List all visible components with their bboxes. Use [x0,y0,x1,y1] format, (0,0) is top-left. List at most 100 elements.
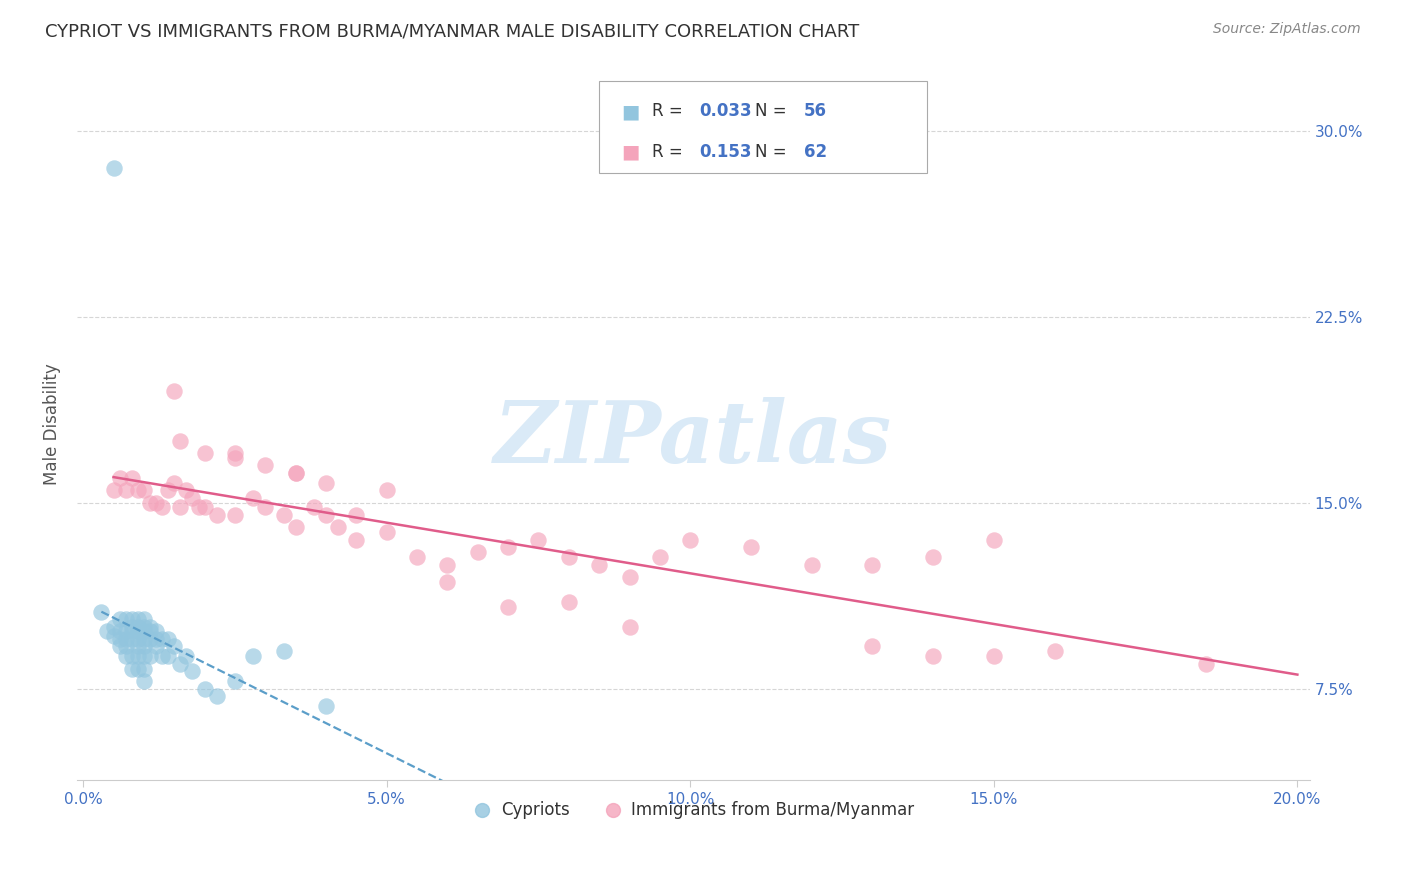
Point [273,644,295,658]
Point [103,483,125,497]
Point [344,508,367,522]
Point [860,558,883,572]
Point [114,624,136,639]
Point [139,624,162,639]
Point [132,662,155,676]
Point [145,632,167,646]
Point [273,508,295,522]
Point [983,649,1005,664]
Point [194,500,217,515]
Point [1195,657,1218,671]
Text: 56: 56 [804,103,827,120]
Point [588,558,610,572]
Point [740,540,762,554]
Point [224,446,246,460]
Point [121,612,143,626]
Point [242,649,264,664]
Point [558,595,581,609]
Text: R =: R = [652,143,689,161]
Point [121,471,143,485]
Point [254,458,277,473]
Point [132,612,155,626]
Point [205,689,228,703]
Point [139,632,162,646]
Point [108,632,131,646]
Point [679,533,702,547]
Point [181,491,204,505]
Point [315,508,337,522]
Point [127,640,149,654]
Point [114,649,136,664]
Point [860,640,883,654]
Point [527,533,550,547]
Point [127,624,149,639]
Point [127,649,149,664]
Point [132,624,155,639]
Point [103,619,125,633]
Point [121,632,143,646]
Point [157,632,180,646]
Point [169,434,191,448]
Point [145,495,167,509]
Point [145,624,167,639]
Point [983,533,1005,547]
Point [315,475,337,490]
Text: 0.033: 0.033 [699,103,751,120]
Point [194,681,217,696]
Point [302,500,325,515]
Point [132,483,155,497]
Point [108,612,131,626]
Point [328,520,350,534]
Point [114,612,136,626]
Point [163,640,186,654]
Point [648,550,671,565]
Point [108,640,131,654]
Point [127,632,149,646]
Text: 0.153: 0.153 [699,143,751,161]
Point [90,605,112,619]
Point [114,483,136,497]
Point [496,599,519,614]
Point [436,574,458,589]
Y-axis label: Male Disability: Male Disability [44,364,60,485]
Point [127,483,149,497]
Point [157,483,180,497]
Point [922,649,945,664]
Point [139,649,162,664]
Point [139,495,162,509]
Text: Source: ZipAtlas.com: Source: ZipAtlas.com [1213,22,1361,37]
Text: 62: 62 [804,143,827,161]
Point [406,550,429,565]
Point [194,446,217,460]
Point [150,500,173,515]
Point [254,500,277,515]
Point [922,550,945,565]
Point [224,674,246,689]
Point [467,545,489,559]
Point [619,570,641,584]
Point [121,624,143,639]
Point [163,384,186,398]
Point [96,624,118,639]
Point [103,630,125,644]
Legend: Cypriots, Immigrants from Burma/Myanmar: Cypriots, Immigrants from Burma/Myanmar [465,794,921,825]
Point [205,508,228,522]
Point [108,624,131,639]
Point [132,619,155,633]
Point [114,640,136,654]
Point [224,508,246,522]
Point [169,500,191,515]
Point [176,649,198,664]
Point [619,619,641,633]
Text: ZIPatlas: ZIPatlas [495,397,893,481]
Text: CYPRIOT VS IMMIGRANTS FROM BURMA/MYANMAR MALE DISABILITY CORRELATION CHART: CYPRIOT VS IMMIGRANTS FROM BURMA/MYANMAR… [45,22,859,40]
Point [344,533,367,547]
Point [187,500,209,515]
Point [163,475,186,490]
Text: N =: N = [755,143,792,161]
Point [121,662,143,676]
Point [496,540,519,554]
Point [800,558,823,572]
Point [558,550,581,565]
Point [375,525,398,540]
